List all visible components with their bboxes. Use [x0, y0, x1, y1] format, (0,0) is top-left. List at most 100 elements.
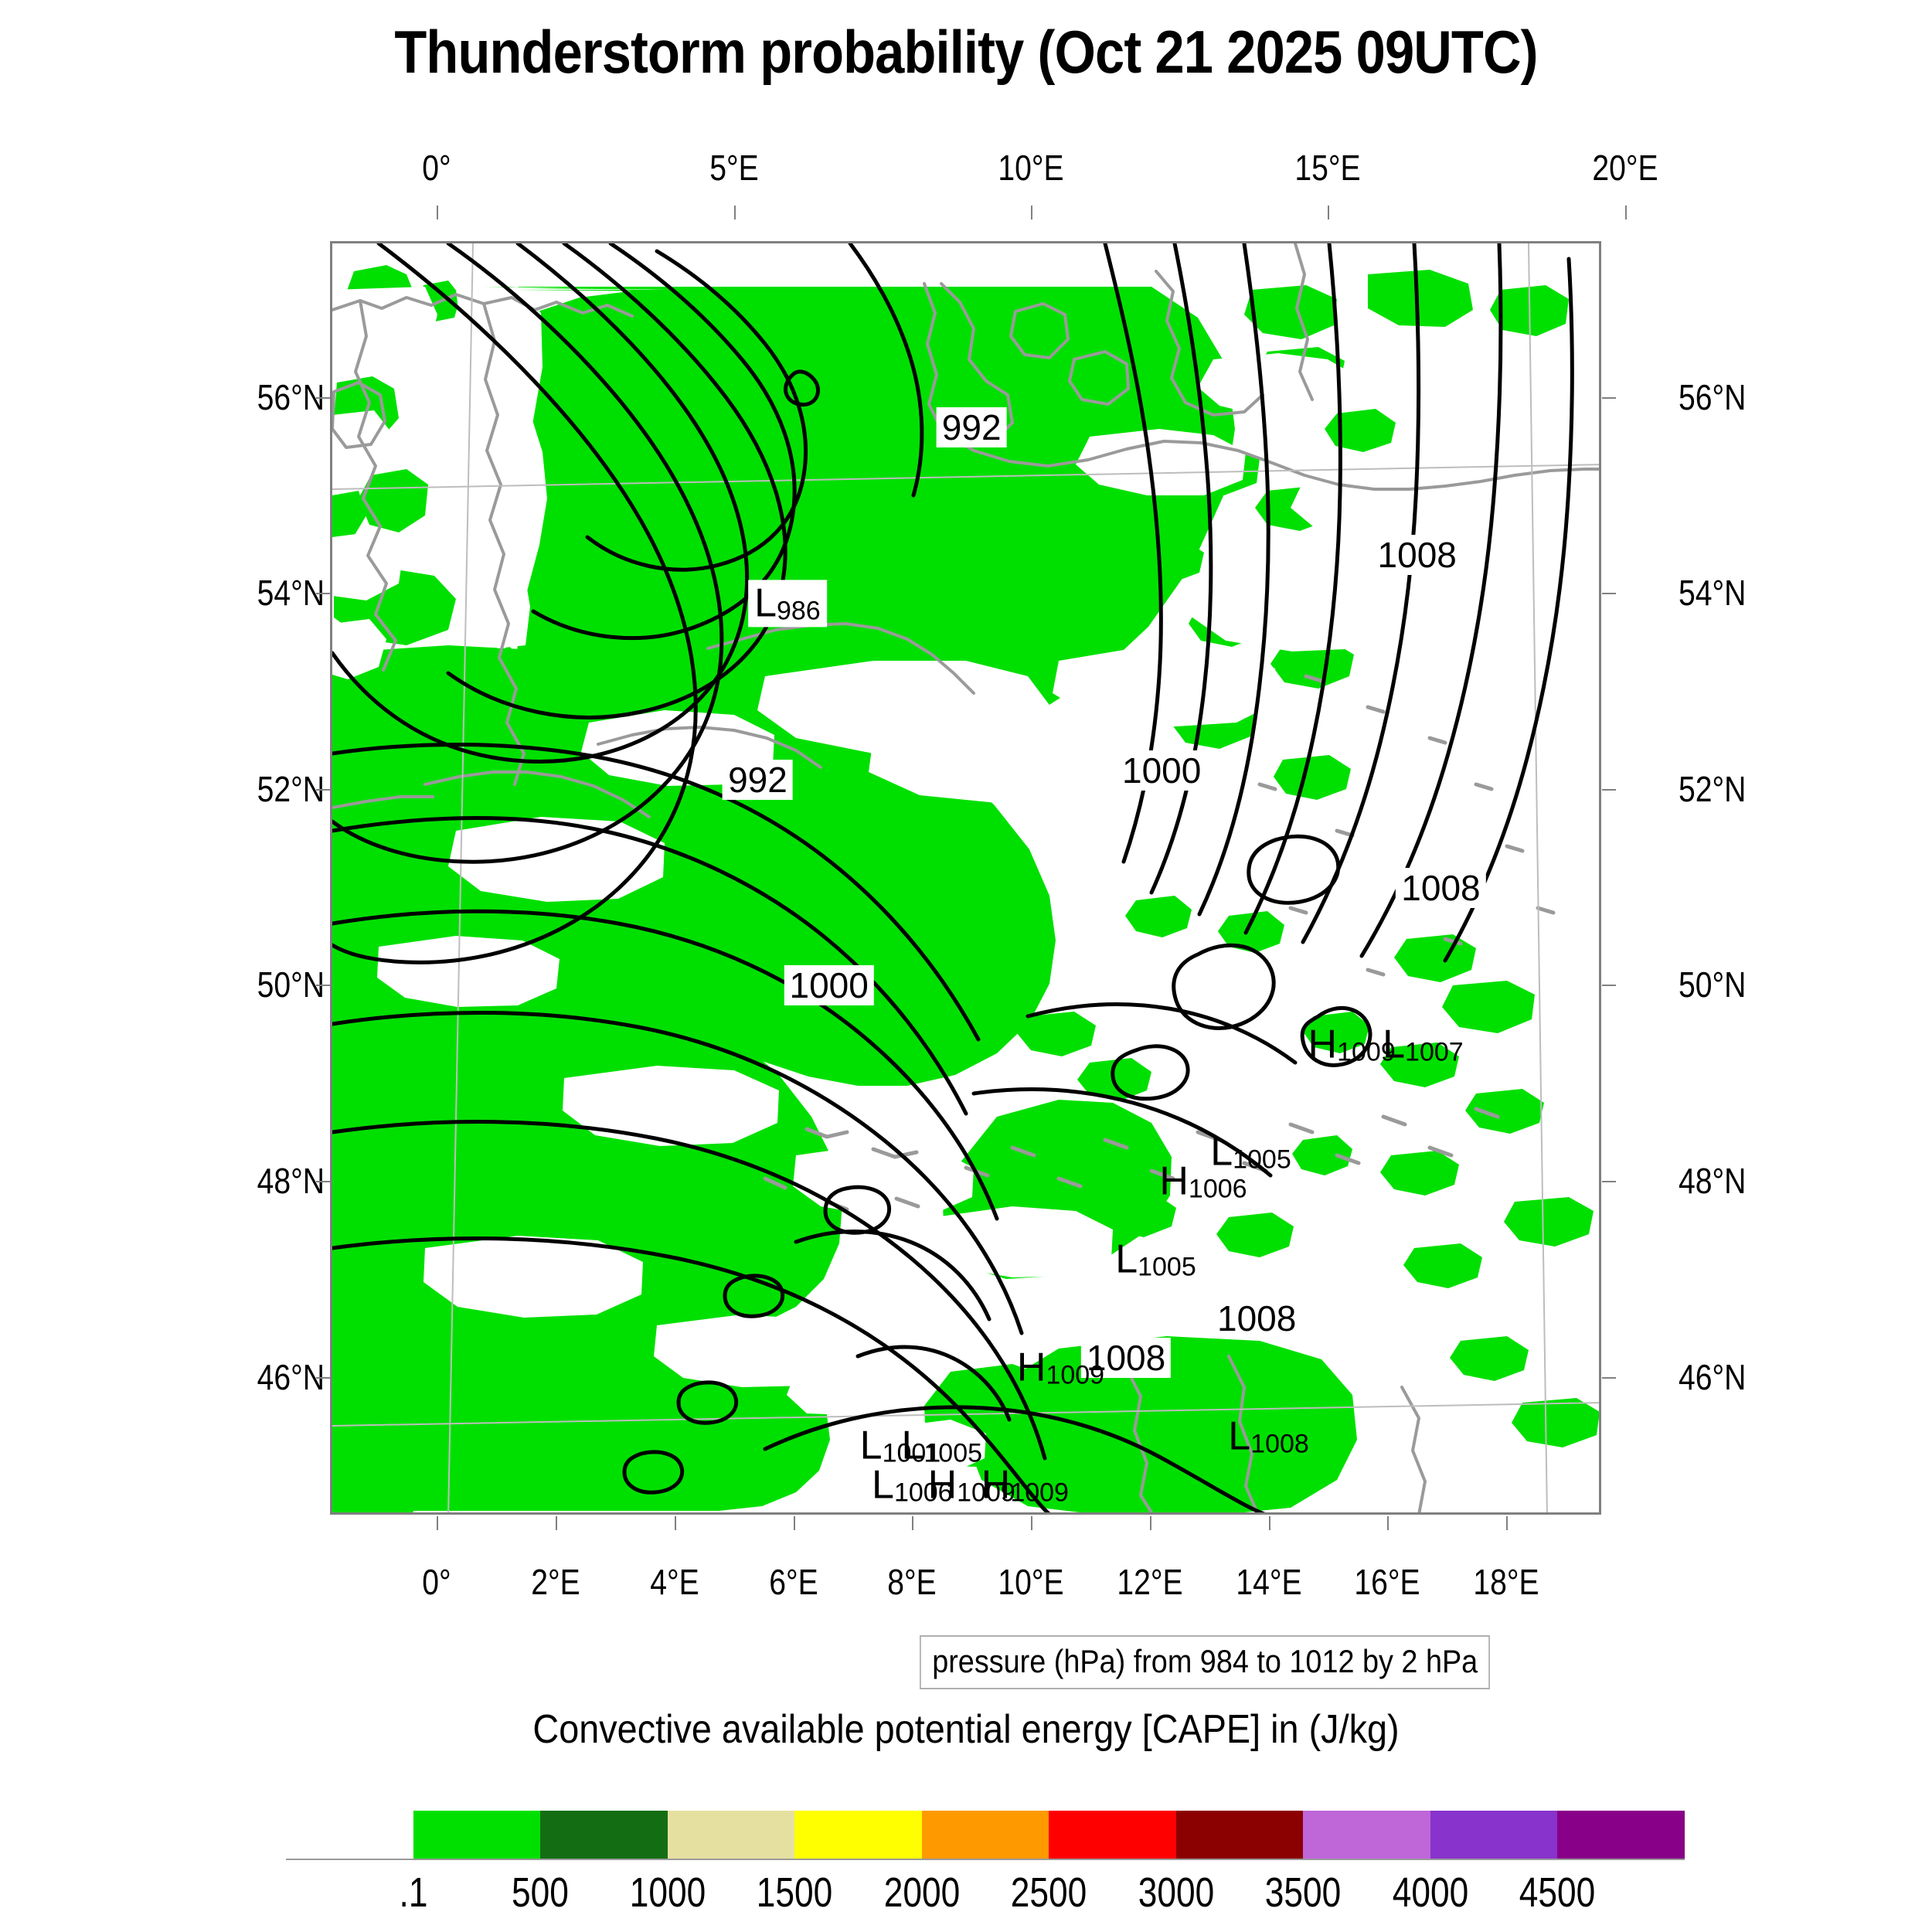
colorbar-segment-6 — [1049, 1811, 1176, 1859]
pressure-center-h-1009-10: H1009 — [922, 1461, 1022, 1509]
lon-tickmark-bottom-4 — [674, 1516, 676, 1530]
pressure-center-value: 1005 — [1138, 1252, 1196, 1282]
lon-tick-bottom-4: 4°E — [650, 1562, 699, 1602]
pressure-center-l-986-0: L986 — [748, 580, 827, 628]
lat-tickmark-left-48 — [316, 1180, 330, 1182]
lon-tickmark-bottom-10 — [1031, 1516, 1033, 1530]
isobars — [332, 243, 1574, 1512]
contour-label-1000-2: 1000 — [784, 965, 874, 1006]
map-canvas — [332, 243, 1599, 1512]
pressure-center-value: 986 — [776, 596, 821, 626]
lat-tickmark-right-48 — [1602, 1180, 1616, 1182]
pressure-center-value: 1006 — [893, 1478, 953, 1508]
lon-tickmark-bottom-2 — [556, 1516, 558, 1530]
lon-tickmark-bottom-16 — [1387, 1516, 1389, 1530]
colorbar-tick-p1: .1 — [399, 1869, 428, 1916]
colorbar-segment-2 — [540, 1811, 668, 1859]
lon-tick-top-15: 15°E — [1294, 148, 1361, 188]
lon-tickmark-top-20 — [1624, 206, 1627, 219]
lat-tick-right-48: 48°N — [1679, 1160, 1747, 1201]
lon-tick-bottom-14: 14°E — [1235, 1562, 1302, 1602]
pressure-center-l-1001-8: L1001 — [854, 1423, 947, 1470]
pressure-center-value: 1005 — [923, 1438, 983, 1468]
lat-tick-right-54: 54°N — [1679, 573, 1747, 614]
pressure-center-value: 1009 — [1046, 1360, 1105, 1390]
colorbar-tick-4000: 4000 — [1392, 1869, 1469, 1916]
lon-tick-bottom-12: 12°E — [1117, 1562, 1183, 1602]
colorbar-segment-1 — [413, 1811, 541, 1859]
pressure-center-value: 1005 — [1233, 1145, 1291, 1175]
lat-tick-left-50: 50°N — [257, 964, 325, 1005]
lat-tick-right-50: 50°N — [1679, 964, 1747, 1005]
pressure-center-value: 1001 — [882, 1438, 941, 1468]
colorbar-tick-3000: 3000 — [1138, 1869, 1215, 1916]
lat-tick-left-52: 52°N — [257, 768, 325, 809]
lat-tickmark-right-46 — [1602, 1376, 1616, 1379]
pressure-center-l-1005-5: L1005 — [1109, 1236, 1202, 1284]
colorbar-tick-500: 500 — [512, 1869, 570, 1916]
pressure-center-type: L — [1228, 1413, 1251, 1458]
pressure-legend: pressure (hPa) from 984 to 1012 by 2 hPa — [920, 1635, 1491, 1689]
colorbar-segment-7 — [1175, 1811, 1304, 1859]
cape-colorbar — [286, 1811, 1685, 1860]
lat-tick-left-54: 54°N — [257, 573, 325, 614]
contour-label-1008-5: 1008 — [1396, 867, 1486, 908]
contour-label-992-0: 992 — [936, 406, 1007, 447]
pressure-center-h-1006-3: H1006 — [1153, 1158, 1253, 1205]
pressure-center-h-1009-11: H1009 — [975, 1461, 1075, 1509]
lon-tick-bottom-16: 16°E — [1354, 1562, 1420, 1602]
pressure-center-l-1005-4: L1005 — [1204, 1128, 1298, 1175]
colorbar-tick-1500: 1500 — [756, 1869, 833, 1916]
lat-tick-right-52: 52°N — [1679, 768, 1747, 809]
lat-tickmark-left-46 — [316, 1376, 330, 1379]
lon-tickmark-bottom-0 — [437, 1516, 439, 1530]
lat-tick-left-56: 56°N — [257, 376, 325, 417]
map-svg — [332, 243, 1599, 1512]
lat-tick-right-56: 56°N — [1679, 376, 1747, 417]
pressure-center-value: 1006 — [1188, 1174, 1247, 1204]
lon-tick-top-20: 20°E — [1592, 148, 1658, 188]
cape-colorbar-labels: .1 500 1000 1500 2000 2500 3000 3500 4000 4500 — [286, 1869, 1685, 1923]
colorbar-segment-3 — [667, 1811, 795, 1859]
lat-tickmark-left-54 — [316, 593, 330, 595]
pressure-center-type: H — [981, 1462, 1011, 1508]
pressure-center-type: H — [927, 1462, 957, 1508]
colorbar-segment-4 — [794, 1811, 922, 1859]
colorbar-segment-9 — [1430, 1811, 1558, 1859]
lon-tick-bottom-6: 6°E — [768, 1562, 818, 1602]
lat-tickmark-right-56 — [1602, 396, 1616, 399]
pressure-center-value: 1009 — [1337, 1037, 1396, 1067]
contour-label-1008-6: 1008 — [1211, 1298, 1302, 1339]
lat-tickmark-left-50 — [316, 985, 330, 987]
lon-tick-bottom-8: 8°E — [887, 1562, 937, 1602]
lon-tickmark-bottom-18 — [1506, 1516, 1508, 1530]
pressure-center-value: 1009 — [957, 1478, 1015, 1508]
lat-tickmark-left-56 — [316, 396, 330, 399]
lon-tickmark-bottom-12 — [1149, 1516, 1151, 1530]
lon-tickmark-bottom-8 — [912, 1516, 914, 1530]
colorbar-title: Convective available potential energy [C… — [532, 1707, 1400, 1752]
lat-tickmark-right-52 — [1602, 788, 1616, 791]
pressure-center-h-1009-6: H1009 — [1011, 1344, 1111, 1391]
colorbar-tick-2000: 2000 — [883, 1869, 960, 1916]
contour-label-1008-7: 1008 — [1080, 1338, 1172, 1379]
lon-tickmark-bottom-6 — [793, 1516, 795, 1530]
pressure-center-type: L — [901, 1423, 924, 1468]
colorbar-tick-4500: 4500 — [1519, 1869, 1596, 1916]
colorbar-segment-0 — [286, 1811, 413, 1859]
lon-tickmark-top-0 — [437, 206, 439, 219]
page-title: Thunderstorm probability (Oct 21 2025 09… — [394, 18, 1538, 86]
colorbar-segment-8 — [1303, 1811, 1430, 1859]
lon-tick-bottom-2: 2°E — [531, 1562, 580, 1602]
pressure-center-type: L — [1383, 1021, 1406, 1066]
pressure-center-type: H — [1308, 1021, 1338, 1066]
lat-tickmark-left-52 — [316, 788, 330, 791]
lon-tickmark-top-10 — [1031, 206, 1033, 219]
pressure-center-l-1008-12: L1008 — [1222, 1413, 1315, 1460]
lat-tick-left-46: 46°N — [257, 1356, 325, 1397]
lon-tickmark-bottom-14 — [1268, 1516, 1270, 1530]
pressure-center-l-1006-9: L1006 — [866, 1461, 959, 1509]
pressure-center-value: 1007 — [1405, 1037, 1464, 1067]
lon-tickmark-top-15 — [1328, 206, 1330, 219]
colorbar-tick-2500: 2500 — [1011, 1869, 1087, 1916]
